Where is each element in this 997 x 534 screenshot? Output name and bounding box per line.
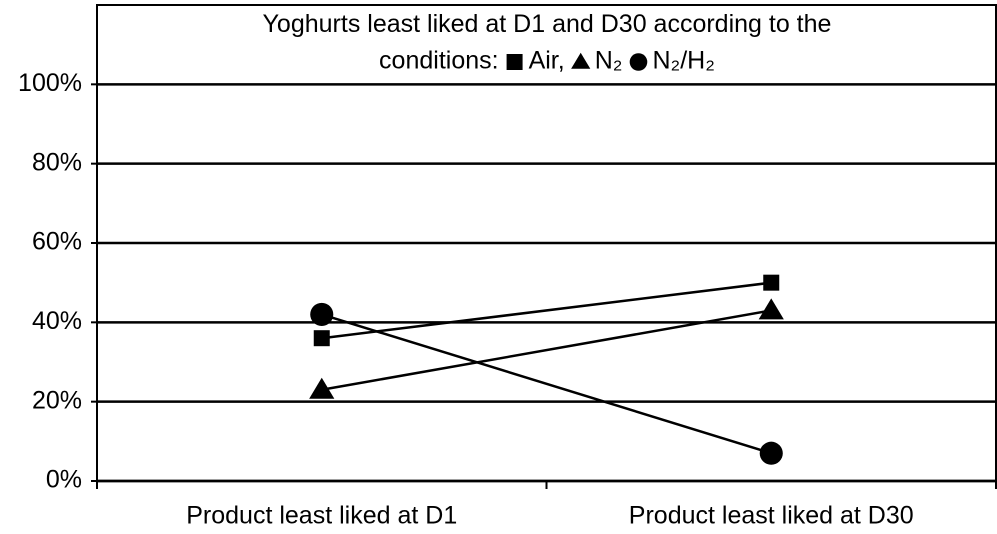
y-tick-label: 80% — [32, 148, 82, 176]
marker-circle — [310, 302, 334, 326]
series-line — [321, 313, 772, 455]
legend-label: N₂ — [595, 47, 623, 75]
y-tick-label: 100% — [18, 69, 82, 97]
y-tick-label: 60% — [32, 228, 82, 256]
marker-circle — [759, 441, 783, 465]
y-tick-label: 0% — [46, 466, 82, 494]
legend-label: N₂/H₂ — [652, 47, 714, 75]
x-tick-label: Product least liked at D30 — [629, 502, 914, 530]
series-line — [321, 309, 772, 391]
series-line — [321, 281, 772, 340]
marker-triangle — [309, 377, 335, 399]
legend-marker — [506, 54, 523, 70]
chart-title: Yoghurts least liked at D1 and D30 accor… — [263, 10, 832, 38]
marker-square — [763, 274, 780, 291]
marker-triangle — [758, 298, 784, 320]
x-tick-label: Product least liked at D1 — [186, 502, 457, 530]
legend-marker — [629, 53, 648, 71]
legend-marker — [571, 52, 591, 69]
y-tick-label: 40% — [32, 307, 82, 335]
legend-label: Air, — [529, 47, 565, 75]
y-tick-label: 20% — [32, 386, 82, 414]
chart-title-line: conditions: — [379, 47, 499, 75]
marker-square — [313, 330, 330, 347]
